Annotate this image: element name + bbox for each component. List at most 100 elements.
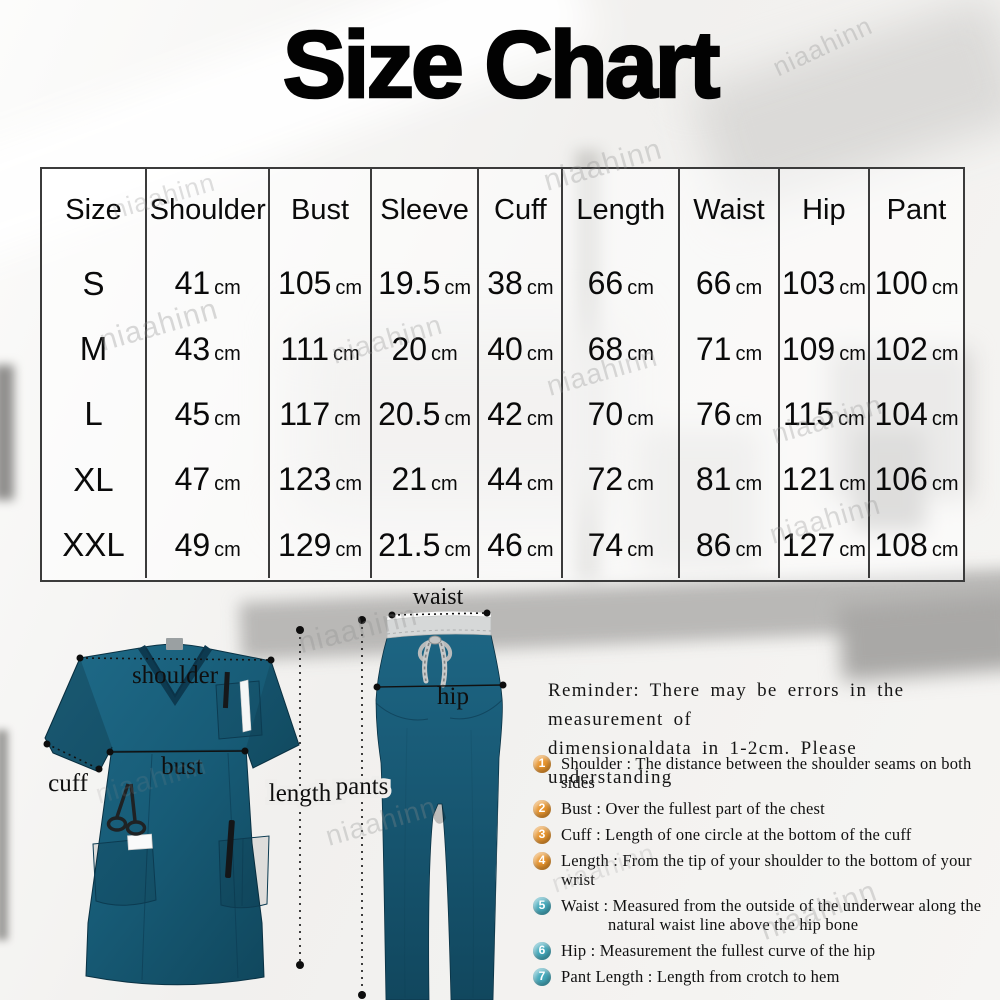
table-value-cell: 74 cm — [563, 512, 681, 578]
table-value-cell: 70 cm — [563, 381, 681, 448]
table-value-cell: 21.5 cm — [372, 512, 480, 578]
bust-label: bust — [161, 753, 203, 780]
white-scissors-icon — [239, 679, 252, 733]
note-number-badge: 5 — [533, 896, 551, 915]
pants-label: pants — [336, 773, 389, 800]
table-value-cell: 41 cm — [147, 251, 271, 317]
table-value-cell: 117 cm — [270, 381, 372, 448]
reminder-line-2: dimensionaldata in 1-2cm. Please underst… — [548, 738, 857, 788]
note-item-bust: 2 Bust : Over the fullest part of the ch… — [533, 799, 995, 818]
table-value-cell: 102 cm — [874, 330, 959, 367]
chest-pocket — [215, 680, 263, 740]
page-title: Size Chart — [281, 12, 721, 118]
hip-line — [376, 684, 504, 688]
table-header-cell: Sleeve — [372, 169, 480, 251]
table-value-cell: 123 cm — [270, 447, 372, 513]
table-value-cell: 38 cm — [479, 251, 564, 317]
table-value-cell: 46 cm — [479, 512, 564, 578]
size-table: Size Shoulder Bust Sleeve Cuff Length Waist Hip… — [40, 167, 965, 582]
table-value-cell: 108 cm — [874, 526, 959, 563]
note-number-badge: 4 — [533, 851, 551, 870]
scrub-top-figure — [44, 638, 300, 986]
table-header-cell: Cuff — [479, 169, 564, 251]
table-header-cell: Length — [563, 169, 681, 251]
note-number-badge: 2 — [533, 799, 551, 818]
cuff-line — [46, 743, 100, 770]
table-value-cell: 103 cm — [780, 251, 870, 317]
reminder-text: Reminder: There may be errors in the mea… — [548, 676, 988, 792]
table-value-cell: 68 cm — [563, 316, 681, 382]
shoulder-label: shoulder — [132, 662, 219, 689]
table-header-cell: Waist — [680, 169, 780, 251]
table-value-cell: 44 cm — [479, 447, 564, 513]
table-value-cell: 40 cm — [479, 316, 564, 382]
note-text: Cuff : Length of one circle at the botto… — [561, 825, 912, 844]
table-value-cell: 66 cm — [680, 251, 780, 317]
table-value-cell: 72 cm — [563, 447, 681, 513]
length-label: length — [269, 780, 332, 807]
table-value-cell: 66 cm — [563, 251, 681, 317]
table-value-cell: 129 cm — [270, 512, 372, 578]
note-item-shoulder: 1 Shoulder : The distance between the sh… — [533, 754, 995, 792]
table-value-cell: 76 cm — [680, 381, 780, 448]
table-value-cell: 106 cm — [874, 461, 959, 498]
table-value-cell: 45 cm — [147, 381, 271, 448]
table-value-cell: 81 cm — [680, 447, 780, 513]
bust-line — [109, 750, 246, 753]
pen-icon — [222, 671, 230, 709]
table-header-cell: Hip — [780, 169, 870, 251]
collar-tag — [166, 638, 183, 650]
note-item-length: 4 Length : From the tip of your shoulder… — [533, 851, 995, 889]
table-header-cell: Bust — [270, 169, 372, 251]
note-text-line2: natural waist line above the hip bone — [608, 915, 859, 934]
note-item-waist: 5 Waist : Measured from the outside of t… — [533, 896, 995, 934]
note-number-badge: 3 — [533, 825, 551, 844]
table-size-cell: XXL — [42, 512, 147, 578]
note-number-badge: 6 — [533, 941, 551, 960]
table-value-cell: 42 cm — [479, 381, 564, 448]
note-text: Hip : Measurement the fullest curve of t… — [561, 941, 876, 960]
note-text: Length : From the tip of your shoulder t… — [561, 851, 972, 889]
waist-label: waist — [413, 588, 464, 610]
table-value-cell: 49 cm — [147, 512, 271, 578]
table-value-cell: 115 cm — [780, 381, 870, 448]
pocket-tag — [127, 833, 153, 851]
table-value-cell: 105 cm — [270, 251, 372, 317]
table-value-cell: 121 cm — [780, 447, 870, 513]
note-text: Waist : Measured from the outside of the… — [561, 896, 981, 934]
table-value-cell: 47 cm — [147, 447, 271, 513]
table-value-cell: 100 cm — [874, 265, 959, 302]
table-size-cell: XL — [42, 447, 147, 513]
table-header-cell: Pant — [886, 193, 947, 226]
table-value-cell: 111 cm — [270, 316, 372, 382]
pen-icon — [225, 819, 235, 879]
scissors-icon — [106, 783, 147, 836]
hip-label: hip — [437, 683, 469, 710]
note-item-pant-length: 7 Pant Length : Length from crotch to he… — [533, 967, 995, 986]
table-value-cell: 109 cm — [780, 316, 870, 382]
reminder-line-1: Reminder: There may be errors in the mea… — [548, 680, 905, 730]
table-value-cell: 20.5 cm — [372, 381, 480, 448]
shoulder-line — [79, 657, 272, 661]
table-value-cell: 86 cm — [680, 512, 780, 578]
left-pocket — [92, 837, 157, 906]
note-text-line1: Waist : Measured from the outside of the… — [561, 896, 982, 915]
table-size-cell: S — [42, 251, 147, 317]
cuff-label: cuff — [48, 770, 88, 797]
table-value-cell: 19.5 cm — [372, 251, 480, 317]
note-text: Shoulder : The distance between the shou… — [561, 754, 972, 792]
table-size-cell: L — [42, 381, 147, 448]
waistband — [386, 615, 492, 639]
bg-left-dark-strip — [0, 365, 14, 500]
measurement-labels: shoulder cuff bust length pants waist hi… — [48, 588, 469, 811]
table-size-cell: M — [42, 316, 147, 382]
table-header-cell: Shoulder — [147, 169, 271, 251]
table-value-cell: 71 cm — [680, 316, 780, 382]
table-value-cell: 127 cm — [780, 512, 870, 578]
table-value-cell: 104 cm — [874, 395, 959, 432]
note-number-badge: 1 — [533, 754, 551, 773]
table-value-cell: 20 cm — [372, 316, 480, 382]
note-item-cuff: 3 Cuff : Length of one circle at the bot… — [533, 825, 995, 844]
measurement-notes-list: 1 Shoulder : The distance between the sh… — [533, 754, 995, 993]
table-header-cell: Size — [42, 169, 147, 251]
